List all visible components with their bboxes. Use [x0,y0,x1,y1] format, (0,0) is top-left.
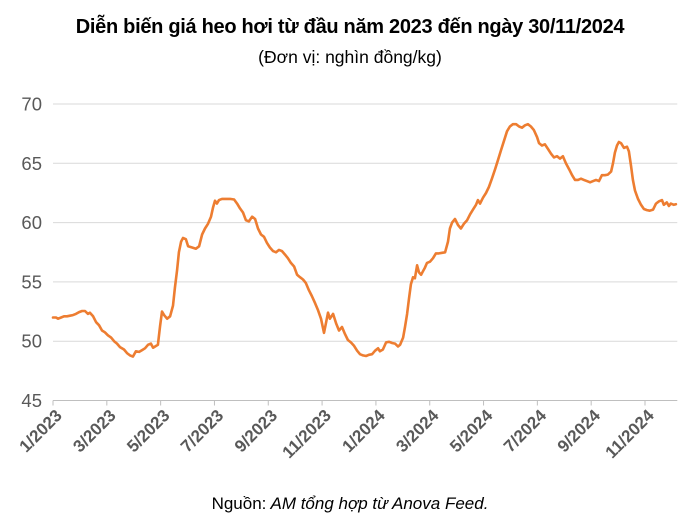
x-tick-label: 7/2024 [500,406,551,457]
source-prefix: Nguồn: [211,494,267,513]
x-tick-label: 11/2023 [279,406,335,462]
source-text: AM tổng hợp từ Anova Feed. [266,494,489,513]
y-tick-label: 70 [21,94,42,115]
price-line [51,122,678,358]
chart-subtitle: (Đơn vị: nghìn đồng/kg) [258,47,442,67]
x-tick-label: 7/2023 [177,406,227,456]
x-tick-label: 5/2024 [446,406,497,457]
y-tick-label: 45 [21,390,42,411]
y-tick-label: 65 [21,153,42,174]
x-tick-label: 1/2024 [339,406,390,457]
source-note: Nguồn: AM tổng hợp từ Anova Feed. [0,494,700,514]
y-tick-label: 60 [21,212,42,233]
x-tick-label: 9/2023 [231,406,281,456]
y-tick-label: 55 [21,271,42,292]
x-tick-label: 3/2023 [69,406,119,456]
x-tick-label: 11/2024 [602,406,659,463]
x-tick-label: 5/2023 [123,406,173,456]
y-tick-label: 50 [21,331,42,352]
x-tick-label: 3/2024 [392,406,443,457]
x-tick-label: 9/2024 [554,406,605,457]
x-tick-label: 1/2023 [16,406,66,456]
chart-title: Diễn biến giá heo hơi từ đầu năm 2023 đế… [75,16,625,38]
